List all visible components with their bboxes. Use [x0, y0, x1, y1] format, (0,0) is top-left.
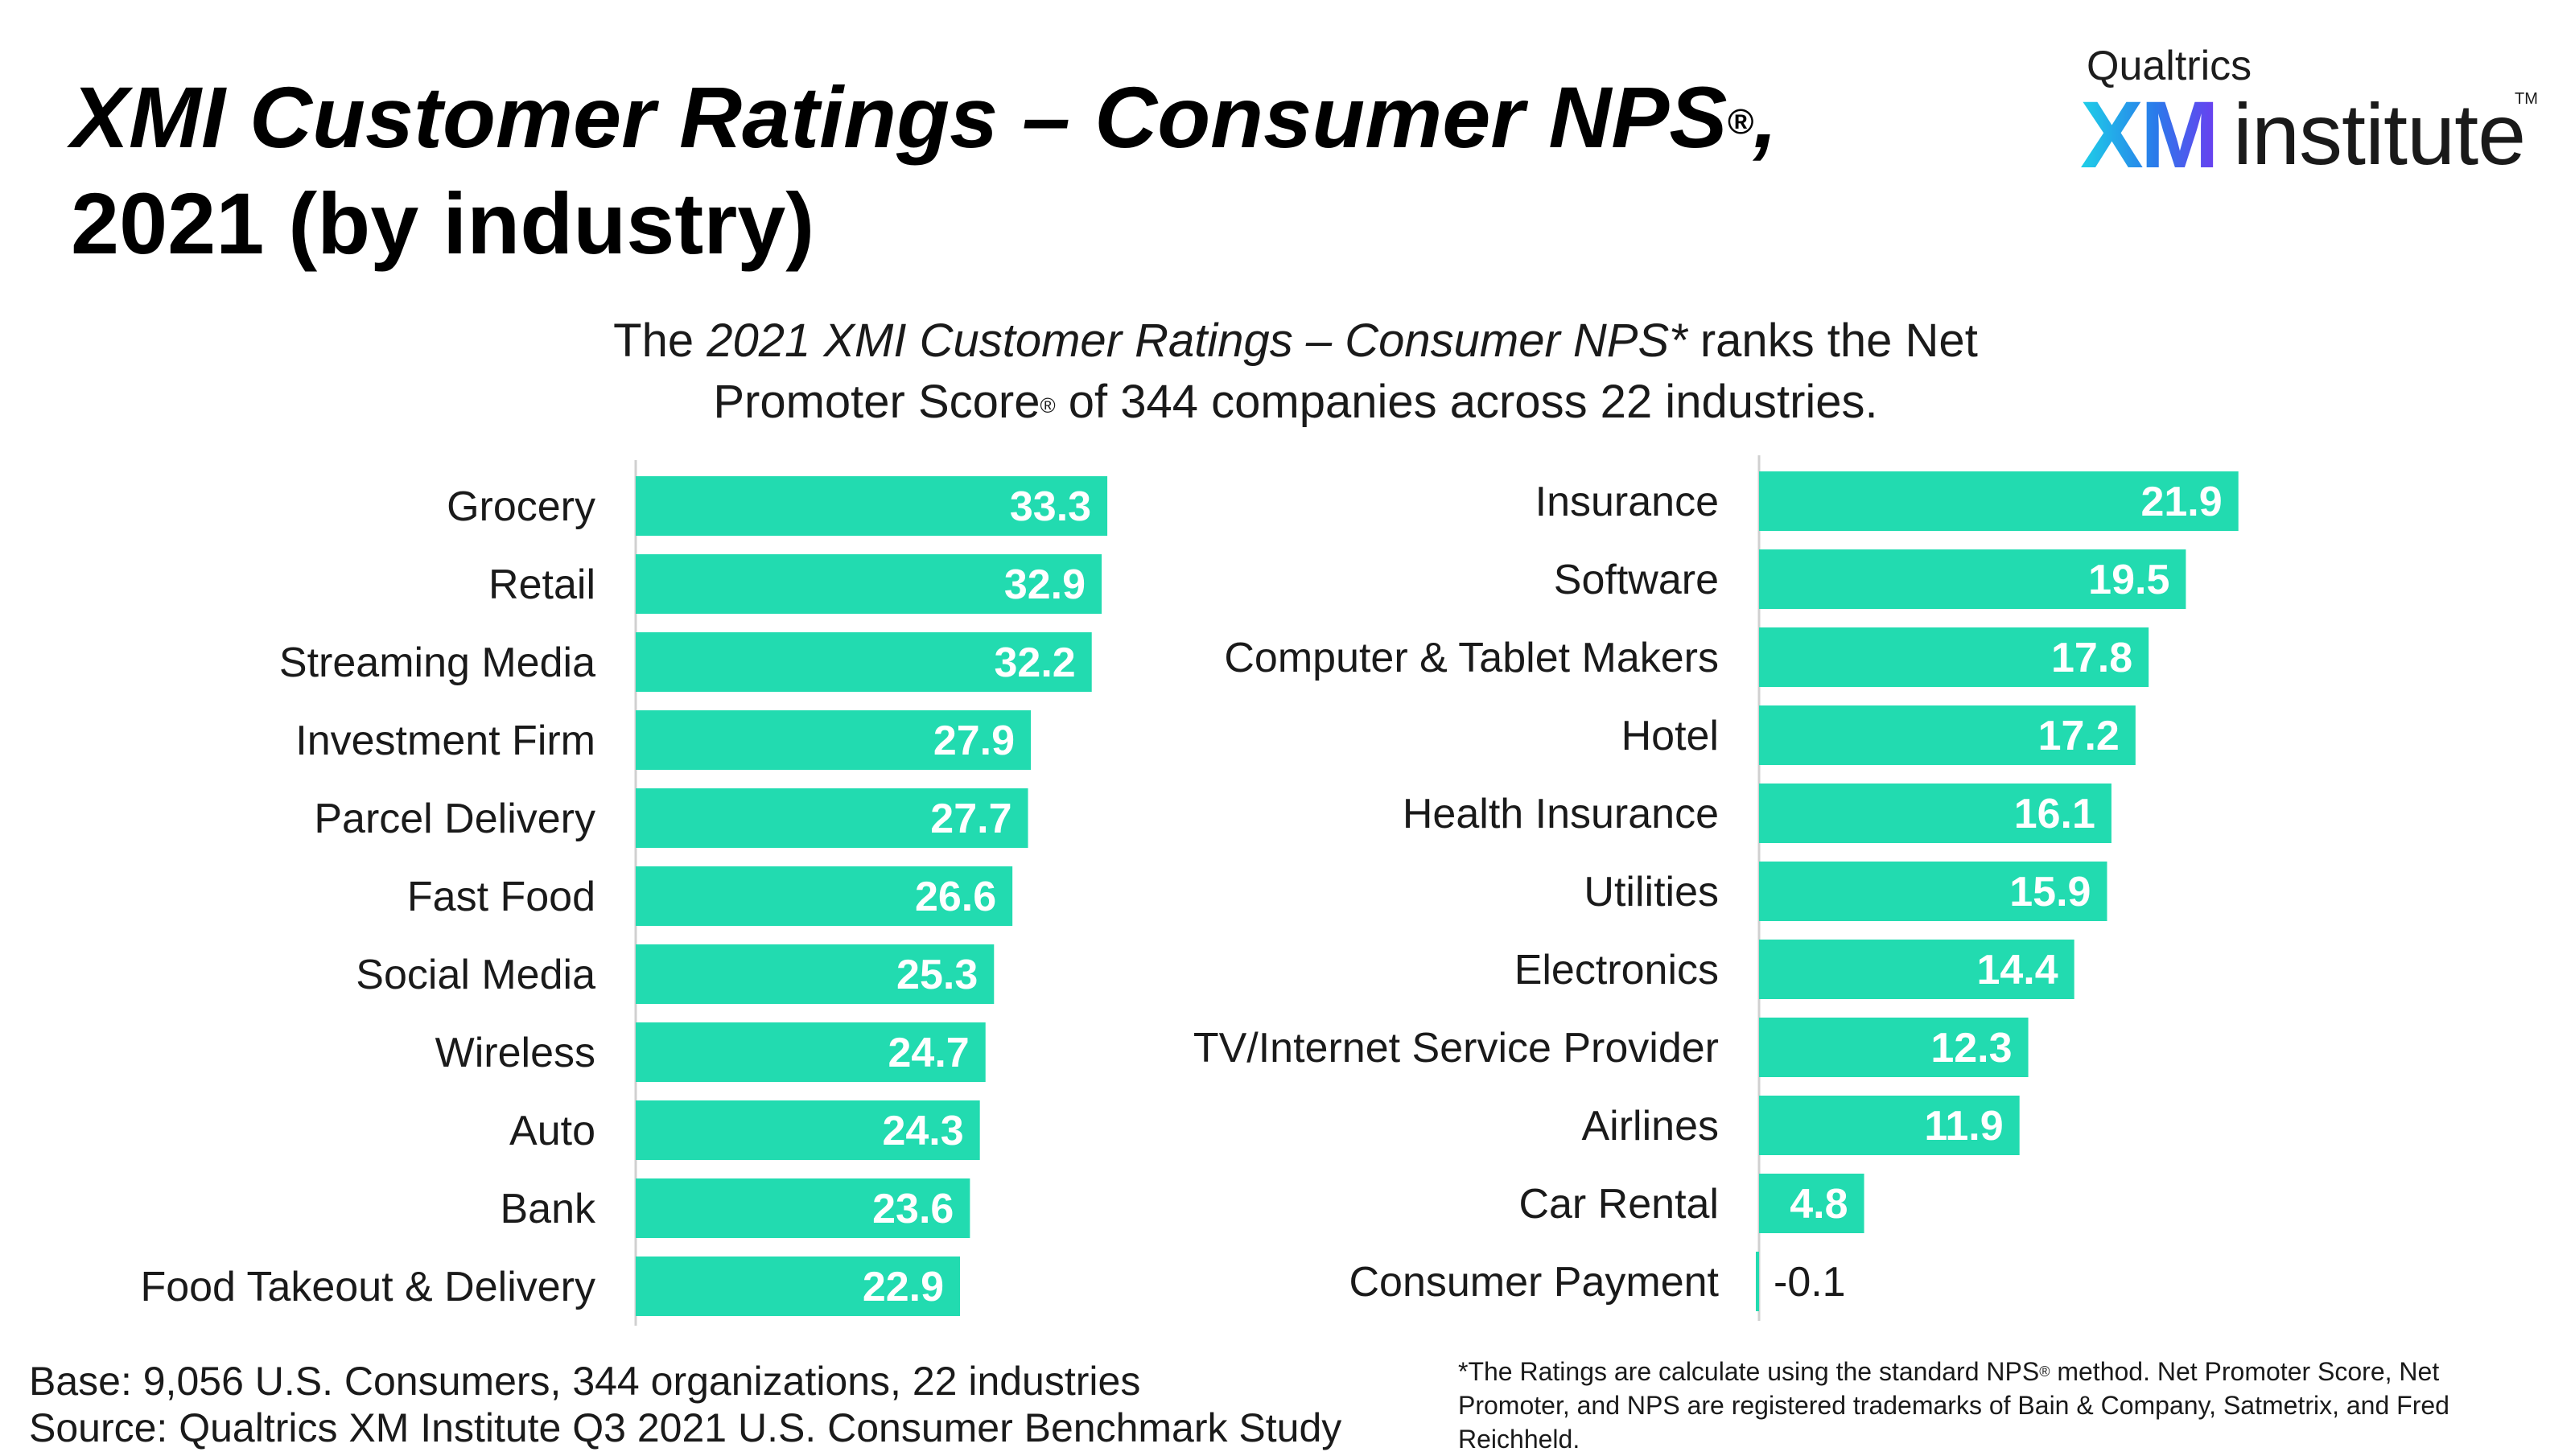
category-label-2-5: Health Insurance [1403, 791, 1719, 837]
category-label-2-7: Electronics [1514, 947, 1719, 993]
value-label-2-2: 19.5 [2088, 557, 2169, 603]
qualtrics-xm-institute-logo: Qualtrics XM institute TM [2080, 42, 2538, 188]
footer-base: Base: 9,056 U.S. Consumers, 344 organiza… [29, 1359, 1141, 1404]
value-label-2-8: 12.3 [1930, 1025, 2012, 1071]
category-label-2-10: Car Rental [1518, 1181, 1719, 1228]
category-label-2-9: Airlines [1582, 1103, 1720, 1150]
registered-mark: ® [1727, 102, 1753, 142]
value-label-1-5: 27.7 [930, 796, 1011, 842]
bar-2-6 [1759, 862, 2107, 921]
value-label-1-4: 27.9 [933, 718, 1015, 764]
note-registered-mark: ® [2039, 1363, 2050, 1380]
title-text: XMI Customer Ratings – Consumer NPS [71, 68, 1728, 166]
subtitle-prefix: The [613, 315, 707, 367]
logo-brand: Qualtrics [2087, 43, 2252, 89]
title-line-1: XMI Customer Ratings – Consumer NPS®, [71, 64, 1922, 171]
logo-institute: institute [2233, 85, 2526, 183]
page-title: XMI Customer Ratings – Consumer NPS®, 20… [71, 64, 1922, 277]
bar-1-8 [636, 1022, 986, 1082]
value-label-2-9: 11.9 [1924, 1103, 2003, 1150]
value-label-2-5: 16.1 [2014, 791, 2095, 837]
category-label-1-1: Grocery [447, 483, 595, 530]
bar-2-7 [1759, 940, 2074, 999]
bar-1-4 [636, 710, 1032, 770]
bar-2-3 [1759, 627, 2149, 687]
bar-1-6 [636, 866, 1013, 926]
value-label-1-7: 25.3 [896, 952, 978, 998]
bar-2-11 [1756, 1252, 1759, 1311]
value-label-1-11: 22.9 [863, 1264, 944, 1310]
bar-1-5 [636, 788, 1028, 848]
subtitle-suffix: ranks the Net [1687, 315, 1978, 367]
category-label-2-6: Utilities [1584, 869, 1719, 915]
bar-2-9 [1759, 1096, 2020, 1155]
category-label-1-9: Auto [509, 1108, 595, 1154]
bar-2-5 [1759, 784, 2112, 843]
value-label-2-10: 4.8 [1790, 1181, 1848, 1228]
value-label-1-9: 24.3 [882, 1108, 963, 1154]
value-label-2-1: 21.9 [2140, 479, 2222, 525]
logo-trademark: TM [2515, 90, 2538, 108]
bar-1-10 [636, 1178, 970, 1238]
note-text-b: method. Net Promoter Score, Net Promoter… [1458, 1357, 2449, 1454]
value-label-2-4: 17.2 [2038, 713, 2120, 759]
category-label-1-3: Streaming Media [279, 640, 595, 686]
bar-1-1 [636, 476, 1108, 536]
note-text-a: *The Ratings are calculate using the sta… [1458, 1357, 2040, 1386]
value-label-1-1: 33.3 [1010, 483, 1091, 530]
chart-subtitle: The 2021 XMI Customer Ratings – Consumer… [370, 311, 2221, 433]
subtitle-line2-b: of 344 companies across 22 industries. [1055, 376, 1878, 428]
category-label-2-11: Consumer Payment [1349, 1259, 1719, 1306]
bar-2-2 [1759, 549, 2186, 609]
bar-1-3 [636, 632, 1092, 692]
category-label-1-4: Investment Firm [295, 718, 595, 764]
footer-note: *The Ratings are calculate using the sta… [1458, 1355, 2504, 1456]
value-label-2-3: 17.8 [2051, 635, 2132, 681]
category-label-1-2: Retail [488, 561, 595, 608]
subtitle-registered-mark: ® [1040, 393, 1056, 417]
bar-2-1 [1759, 471, 2239, 531]
value-label-1-8: 24.7 [888, 1030, 970, 1076]
bar-1-9 [636, 1100, 980, 1160]
category-label-2-8: TV/Internet Service Provider [1193, 1025, 1719, 1071]
category-label-1-11: Food Takeout & Delivery [140, 1264, 595, 1310]
logo-xm: XM [2080, 82, 2219, 188]
subtitle-line2-a: Promoter Score [713, 376, 1040, 428]
footer-source: Source: Qualtrics XM Institute Q3 2021 U… [29, 1405, 1342, 1450]
bar-2-10 [1759, 1174, 1864, 1233]
category-label-2-2: Software [1554, 557, 1719, 603]
category-label-2-4: Hotel [1621, 713, 1719, 759]
category-label-1-7: Social Media [356, 952, 595, 998]
value-label-2-6: 15.9 [2009, 869, 2091, 915]
category-label-1-6: Fast Food [407, 874, 595, 920]
category-label-1-8: Wireless [435, 1030, 595, 1076]
title-line-2: 2021 (by industry) [71, 175, 815, 272]
bar-2-4 [1759, 705, 2136, 765]
title-comma: , [1753, 68, 1778, 166]
bar-2-8 [1759, 1018, 2029, 1077]
value-label-1-2: 32.9 [1004, 561, 1086, 608]
value-label-1-10: 23.6 [872, 1186, 954, 1232]
category-label-2-1: Insurance [1535, 479, 1719, 525]
value-label-2-7: 14.4 [1976, 947, 2058, 993]
category-label-1-5: Parcel Delivery [314, 796, 595, 842]
value-label-1-3: 32.2 [995, 640, 1076, 686]
bar-1-2 [636, 554, 1102, 614]
bar-1-7 [636, 944, 995, 1004]
subtitle-italic: 2021 XMI Customer Ratings – Consumer NPS… [707, 315, 1687, 367]
value-label-1-6: 26.6 [915, 874, 996, 920]
value-label-2-11: -0.1 [1774, 1259, 1846, 1306]
category-label-1-10: Bank [500, 1186, 596, 1232]
category-label-2-3: Computer & Tablet Makers [1224, 635, 1719, 681]
footer-base-source: Base: 9,056 U.S. Consumers, 344 organiza… [29, 1358, 1397, 1451]
bar-1-11 [636, 1257, 961, 1316]
